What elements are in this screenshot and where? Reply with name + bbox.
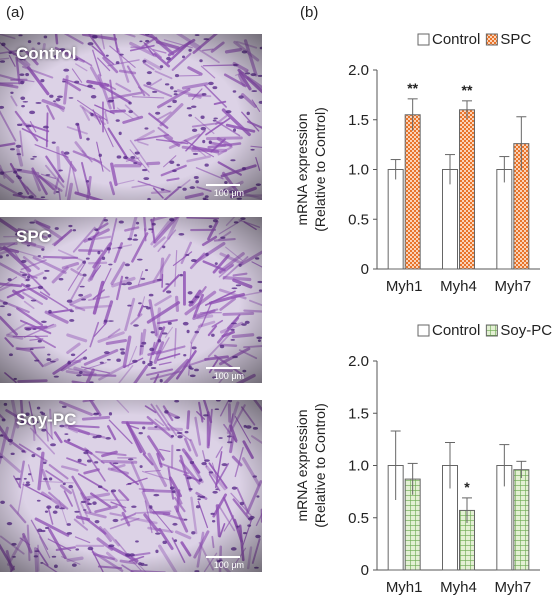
y-axis-label: mRNA expression: [294, 113, 310, 225]
legend-swatch: [485, 33, 498, 46]
scale-bar: [206, 556, 240, 558]
chart-top: 0 0.5 1.0 1.5 2.0 mRNA expression (Relative to…: [294, 31, 540, 295]
vignette: [0, 34, 262, 200]
y-tick-label: 1.5: [348, 112, 369, 129]
y-tick-label: 1.0: [348, 458, 369, 475]
x-tick-label: Myh7: [494, 278, 531, 295]
legend-label: Control: [432, 31, 480, 48]
micrograph-soy-pc-label: Soy-PC: [16, 410, 77, 429]
micrograph-control-image: [0, 34, 262, 200]
y-tick-label: 0: [361, 261, 369, 278]
legend-label: SPC: [500, 31, 531, 48]
x-tick-label: Myh4: [440, 278, 477, 295]
micrograph-control-label: Control: [16, 44, 77, 63]
bar-spc: [404, 114, 421, 270]
x-tick-label: Myh4: [440, 579, 477, 596]
y-axis-label: (Relative to Control): [312, 107, 328, 232]
y-tick-label: 0.5: [348, 510, 369, 527]
micrograph-control: Control 100 μm: [0, 34, 262, 200]
x-tick-label: Myh1: [386, 579, 423, 596]
bar-control: [496, 169, 513, 270]
micrograph-soy-pc: Soy-PC 100 μm: [0, 400, 262, 572]
micrograph-spc-image: [0, 217, 262, 383]
scale-bar-label: 100 μm: [213, 188, 244, 198]
y-tick-label: 2.0: [348, 353, 369, 370]
x-tick-label: Myh7: [494, 579, 531, 596]
vignette: [0, 400, 262, 572]
legend-label: Soy-PC: [500, 322, 552, 339]
micrograph-spc: SPC 100 μm: [0, 217, 262, 383]
legend-label: Control: [432, 322, 480, 339]
scale-bar: [206, 184, 240, 186]
micrograph-spc-label: SPC: [16, 227, 51, 246]
vignette: [0, 217, 262, 383]
y-tick-label: 1.5: [348, 405, 369, 422]
y-axis-label: mRNA expression: [294, 409, 310, 521]
legend-swatch: [485, 324, 498, 337]
y-tick-label: 0.5: [348, 211, 369, 228]
legend-swatch: [417, 33, 430, 46]
micrograph-soy-pc-image: [0, 400, 262, 572]
x-tick-label: Myh1: [386, 278, 423, 295]
y-tick-label: 2.0: [348, 62, 369, 79]
significance-marker: *: [464, 479, 470, 495]
y-tick-label: 1.0: [348, 162, 369, 179]
bar-soy-pc: [513, 469, 530, 571]
y-tick-label: 0: [361, 562, 369, 579]
significance-marker: **: [462, 82, 473, 98]
scale-bar-label: 100 μm: [213, 560, 244, 570]
panel-b-label: (b): [300, 4, 319, 21]
bar-control: [387, 169, 404, 270]
bar-spc: [459, 109, 475, 270]
panel-a-label: (a): [6, 4, 25, 21]
significance-marker: **: [407, 80, 418, 96]
scale-bar: [206, 367, 240, 369]
y-axis-label: (Relative to Control): [312, 403, 328, 528]
legend-swatch: [417, 324, 430, 337]
scale-bar-label: 100 μm: [213, 371, 244, 381]
chart-bottom: 0 0.5 1.0 1.5 2.0 mRNA expression (Relative to…: [294, 322, 552, 596]
